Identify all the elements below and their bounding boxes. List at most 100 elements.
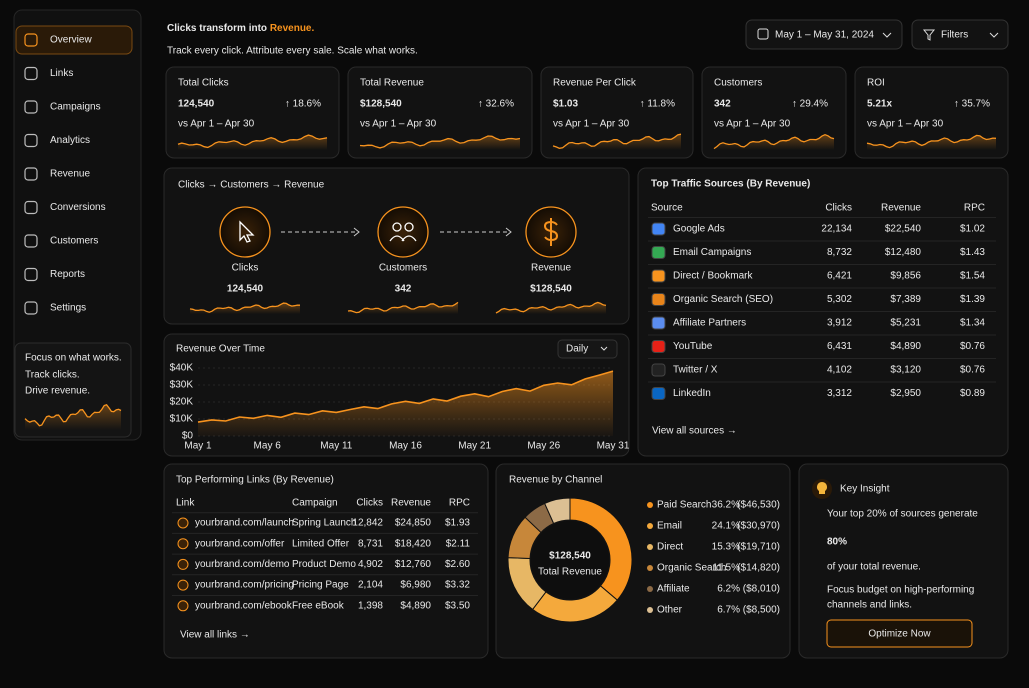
amount-label: ($19,710) bbox=[737, 542, 780, 553]
source-name: Organic Search (SEO) bbox=[673, 294, 773, 305]
nav-icon bbox=[24, 234, 38, 248]
nav-item[interactable]: Campaigns bbox=[50, 102, 101, 113]
table-cell: $2.11 bbox=[446, 538, 471, 549]
table-cell: $12,760 bbox=[395, 559, 432, 570]
optimize-button[interactable] bbox=[826, 619, 973, 648]
legend-label: Direct bbox=[657, 542, 683, 553]
value-label: 36.2% bbox=[712, 500, 740, 511]
table-cell: $22,540 bbox=[885, 224, 922, 235]
table-cell: $4,890 bbox=[400, 600, 431, 611]
table-cell: $1.39 bbox=[960, 294, 985, 305]
y-tick-label: $40K bbox=[170, 363, 194, 374]
sparkline-area bbox=[178, 135, 327, 150]
nav-item[interactable]: Customers bbox=[50, 236, 98, 247]
arrow-head bbox=[353, 227, 360, 237]
table-cell: $18,420 bbox=[395, 538, 432, 549]
sparkline-area bbox=[348, 302, 458, 314]
step-icon-bg bbox=[377, 206, 429, 258]
nav-item[interactable]: Revenue bbox=[50, 169, 90, 180]
source-icon bbox=[651, 222, 666, 236]
step-label: Revenue bbox=[531, 263, 571, 274]
column-header: RPC bbox=[449, 498, 470, 509]
kpi-period: vs Apr 1 – Apr 30 bbox=[867, 119, 944, 130]
x-tick-label: May 1 bbox=[184, 441, 212, 452]
source-icon bbox=[651, 316, 666, 330]
nav-icon bbox=[24, 66, 38, 81]
filters-button[interactable] bbox=[911, 19, 1009, 50]
bulb-icon bbox=[816, 481, 828, 494]
table-cell: $7,389 bbox=[890, 294, 921, 305]
source-name: Twitter / X bbox=[673, 365, 718, 376]
sparkline-area bbox=[190, 303, 300, 314]
source-name: Google Ads bbox=[673, 224, 725, 235]
legend-dot bbox=[647, 607, 653, 613]
nav-item[interactable]: Reports bbox=[50, 269, 85, 280]
sparkline-area bbox=[553, 134, 681, 150]
link-icon bbox=[177, 558, 189, 570]
donut-center-value: $128,540 bbox=[549, 551, 591, 562]
kpi-label: Total Clicks bbox=[178, 78, 229, 89]
nav-item[interactable]: Conversions bbox=[50, 202, 106, 213]
sparkline-area bbox=[867, 135, 996, 150]
kpi-value: $128,540 bbox=[360, 99, 402, 110]
date-picker[interactable] bbox=[745, 19, 903, 50]
kpi-change: ↑ 32.6% bbox=[478, 99, 514, 110]
view-all-link[interactable]: View all sources → bbox=[652, 426, 737, 437]
table-cell: Free eBook bbox=[292, 600, 345, 611]
column-header: RPC bbox=[964, 203, 985, 214]
insight-text: Focus budget on high-performing bbox=[827, 585, 974, 596]
sparkline bbox=[713, 134, 835, 150]
donut-center-label: Total Revenue bbox=[538, 567, 602, 578]
column-header: Revenue bbox=[881, 203, 921, 214]
granularity-label: Daily bbox=[566, 344, 588, 355]
chevron bbox=[600, 346, 608, 351]
table-cell: $3.32 bbox=[445, 580, 470, 591]
table-cell: Spring Launch bbox=[292, 518, 357, 529]
nav-item[interactable]: Analytics bbox=[50, 135, 90, 146]
nav-item[interactable]: Overview bbox=[50, 35, 92, 46]
nav-item[interactable]: Links bbox=[50, 68, 73, 79]
source-icon bbox=[651, 293, 666, 306]
nav-icon bbox=[24, 301, 38, 315]
table-cell: 2,104 bbox=[358, 580, 383, 591]
kpi-period: vs Apr 1 – Apr 30 bbox=[360, 119, 437, 130]
granularity-select[interactable] bbox=[557, 339, 618, 359]
table-cell: 5,302 bbox=[827, 294, 852, 305]
nav-item[interactable]: Settings bbox=[50, 303, 86, 314]
table-title: Top Traffic Sources (By Revenue) bbox=[651, 179, 810, 190]
source-icon bbox=[651, 340, 666, 353]
table-cell: $5,231 bbox=[890, 318, 921, 329]
table-cell: $2,950 bbox=[890, 388, 921, 399]
nav-icon bbox=[24, 200, 38, 215]
view-all-link[interactable]: View all links → bbox=[180, 630, 250, 641]
kpi-value: 124,540 bbox=[178, 99, 215, 110]
chart-title: Revenue Over Time bbox=[176, 344, 265, 355]
cursor-icon bbox=[239, 220, 255, 243]
table-cell: $1.02 bbox=[960, 224, 985, 235]
table-cell: $0.89 bbox=[960, 388, 985, 399]
kpi-value: 342 bbox=[714, 99, 731, 110]
y-tick-label: $0 bbox=[182, 431, 194, 442]
sparkline-area bbox=[496, 302, 606, 314]
chart-title: Revenue by Channel bbox=[509, 475, 602, 486]
table-cell: 8,731 bbox=[358, 538, 383, 549]
table-cell: $2.60 bbox=[445, 559, 470, 570]
source-name: Direct / Bookmark bbox=[673, 271, 753, 282]
y-tick-label: $30K bbox=[170, 380, 194, 391]
sparkline-area bbox=[714, 134, 834, 150]
legend-label: Email bbox=[657, 521, 682, 532]
step-label: Clicks bbox=[232, 263, 259, 274]
sparkline bbox=[347, 301, 459, 314]
line-series bbox=[197, 370, 614, 423]
link-icon bbox=[177, 538, 189, 550]
amount-label: ($46,530) bbox=[737, 500, 780, 511]
button-label[interactable]: Optimize Now bbox=[868, 629, 931, 640]
funnel-title: Clicks → Customers → Revenue bbox=[178, 180, 325, 191]
y-tick-label: $10K bbox=[170, 414, 194, 425]
sparkline bbox=[24, 404, 122, 427]
link-url: yourbrand.com/demo bbox=[195, 559, 290, 570]
x-tick-label: May 16 bbox=[389, 441, 422, 452]
nav-icon bbox=[24, 267, 38, 282]
table-cell: $6,980 bbox=[400, 580, 431, 591]
